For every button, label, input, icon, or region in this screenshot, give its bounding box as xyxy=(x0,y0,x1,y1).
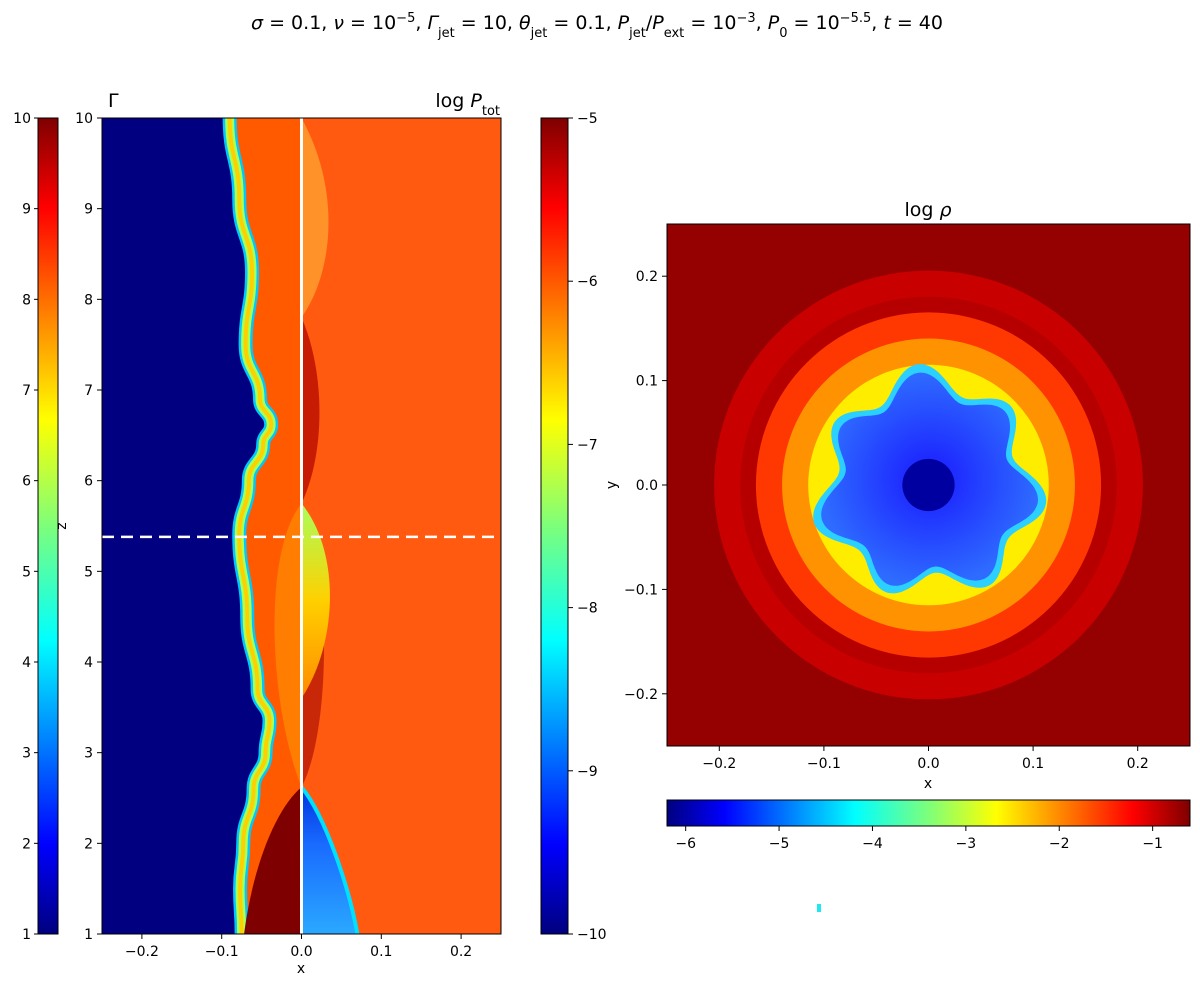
ptot-background xyxy=(301,118,501,934)
gamma-cbar-tick-label: 2 xyxy=(22,836,31,852)
left-y-tick-label: 5 xyxy=(84,564,93,580)
gamma-cbar-tick-label: 4 xyxy=(22,655,31,671)
ptot-upper-cell xyxy=(301,317,320,504)
ptot-cell-bright xyxy=(301,503,330,699)
left-y-tick-label: 1 xyxy=(84,927,93,943)
rho-colorbar: −6 −5 −4 −3 −2 −1 xyxy=(666,799,1191,852)
left-y-tick-label: 8 xyxy=(84,292,93,308)
rho-cbar-tick-label: −3 xyxy=(956,836,977,852)
left-y-tick-label: 9 xyxy=(84,202,93,218)
figure-title: σ = 0.1, ν = 10−5, Γjet = 10, θjet = 0.1… xyxy=(251,11,943,41)
left-y-tick-label: 3 xyxy=(84,746,93,762)
rho-y-tick-label: 0.1 xyxy=(636,374,658,390)
rho-y-tick-label: −0.1 xyxy=(624,582,658,598)
left-x-tick-label: −0.1 xyxy=(205,944,239,960)
rho-x-tick-label: −0.1 xyxy=(807,756,841,772)
left-y-tick-label: 4 xyxy=(84,655,93,671)
rho-y-tick-label: 0.2 xyxy=(636,269,658,285)
left-y-tick-label: 7 xyxy=(84,383,93,399)
ptot-cbar-tick-label: −8 xyxy=(577,601,598,617)
jet-sheath-inner xyxy=(227,118,274,934)
rho-x-tick-label: −0.2 xyxy=(702,756,736,772)
left-y-tick-label: 2 xyxy=(84,836,93,852)
rho-cbar-tick-label: −6 xyxy=(675,836,696,852)
gamma-cbar-tick-label: 3 xyxy=(22,746,31,762)
left-x-axis-label: x xyxy=(297,961,305,977)
ptot-cone-edge xyxy=(299,785,360,934)
gamma-cbar-tick-label: 8 xyxy=(22,292,31,308)
left-x-tick-label: 0.2 xyxy=(450,944,472,960)
ptot-cbar-tick-label: −5 xyxy=(577,111,598,127)
rho-x-axis-label: x xyxy=(924,776,932,792)
left-x-tick-label: 0.1 xyxy=(370,944,392,960)
rho-title: log ρ xyxy=(904,199,951,221)
jet-core-gamma xyxy=(244,787,302,934)
jet-mid-cell xyxy=(274,503,302,788)
rho-cbar-tick-label: −2 xyxy=(1049,836,1070,852)
rho-cbar-tick-label: −5 xyxy=(769,836,790,852)
gamma-cbar-tick-label: 1 xyxy=(22,927,31,943)
rho-y-tick-label: −0.2 xyxy=(624,687,658,703)
rho-cbar-tick-label: −1 xyxy=(1142,836,1163,852)
stray-mark xyxy=(817,904,821,912)
gamma-cbar-tick-label: 10 xyxy=(13,111,31,127)
rho-x-tick-label: 0.0 xyxy=(917,756,939,772)
gamma-cbar-tick-label: 5 xyxy=(22,564,31,580)
rho-x-tick-label: 0.2 xyxy=(1127,756,1149,772)
gamma-cbar-tick-label: 9 xyxy=(22,202,31,218)
rho-y-axis-label: y xyxy=(604,481,620,489)
left-x-tick-label: 0.0 xyxy=(290,944,312,960)
left-y-tick-label: 6 xyxy=(84,474,93,490)
left-y-axis-label: z xyxy=(54,522,70,529)
ptot-cbar-tick-label: −6 xyxy=(577,274,598,290)
gamma-colorbar: 1 2 3 4 5 6 7 8 9 10 xyxy=(13,111,59,943)
left-x-tick-label: −0.2 xyxy=(125,944,159,960)
core-center xyxy=(902,458,955,512)
rho-cbar-tick-label: −4 xyxy=(862,836,883,852)
gamma-cbar-tick-label: 6 xyxy=(22,474,31,490)
ptot-cbar-tick-label: −7 xyxy=(577,437,598,453)
ptot-cbar-tick-label: −10 xyxy=(577,927,607,943)
rho-y-tick-label: 0.0 xyxy=(636,478,658,494)
rho-panel: log ρ −0.2 −0.1 0.0 0.1 0.2 −0.2 −0.1 0.0 0.1 0.2… xyxy=(604,199,1191,792)
gamma-cbar-tick-label: 7 xyxy=(22,383,31,399)
ptot-colorbar-scale xyxy=(540,117,569,935)
ptot-title: log Ptot xyxy=(435,90,500,119)
ptot-top-cell xyxy=(301,118,329,318)
gamma-label: Γ xyxy=(108,90,119,112)
ptot-cbar-tick-label: −9 xyxy=(577,764,598,780)
rho-colorbar-scale xyxy=(666,799,1191,827)
gamma-colorbar-scale xyxy=(37,117,59,935)
ptot-nozzle-cone xyxy=(301,787,358,934)
rho-x-tick-label: 0.1 xyxy=(1022,756,1044,772)
left-y-tick-label: 10 xyxy=(75,111,93,127)
ptot-colorbar: −10 −9 −8 −7 −6 −5 xyxy=(540,111,607,943)
